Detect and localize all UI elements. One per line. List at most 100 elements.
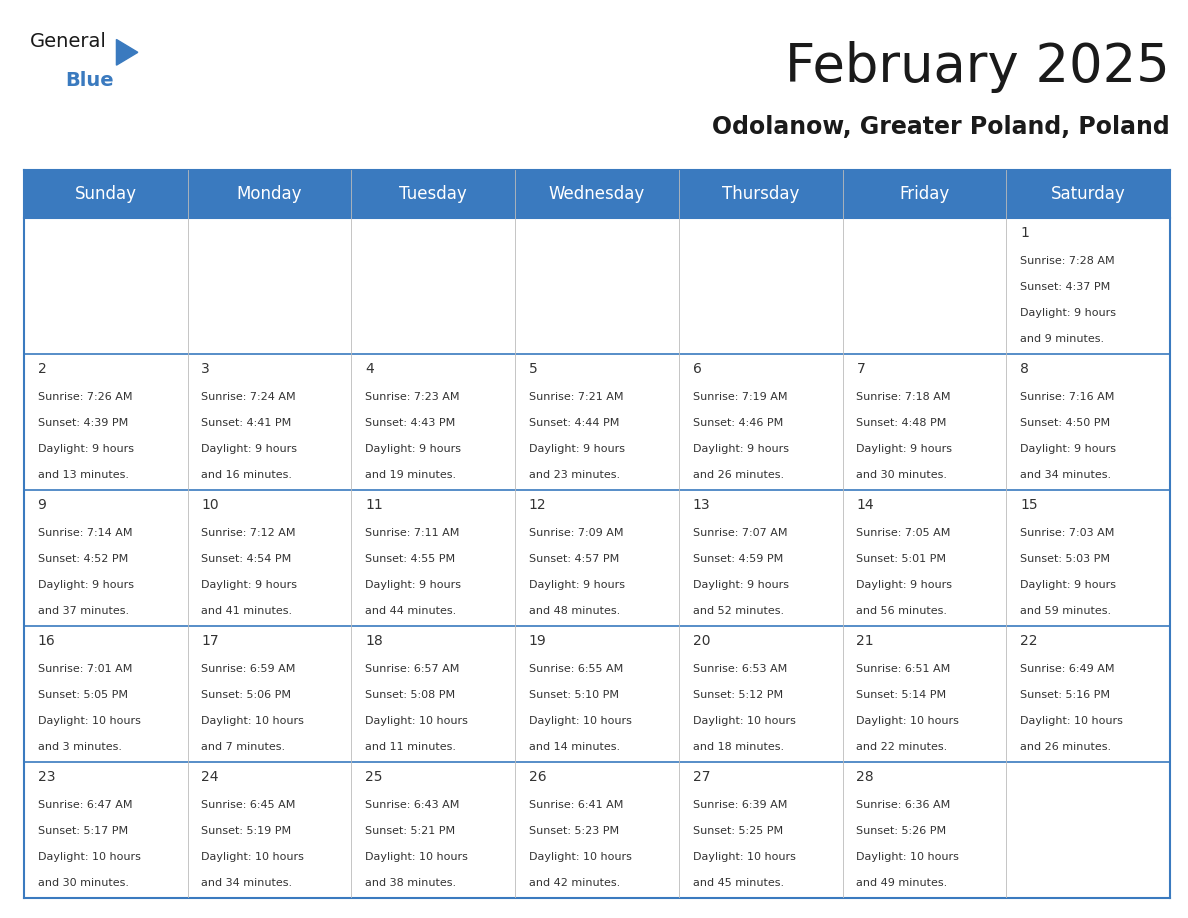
Bar xyxy=(842,489,1006,626)
Text: Sunrise: 7:07 AM: Sunrise: 7:07 AM xyxy=(693,529,788,538)
Text: and 52 minutes.: and 52 minutes. xyxy=(693,606,784,616)
Text: Daylight: 10 hours: Daylight: 10 hours xyxy=(529,716,632,726)
Text: and 14 minutes.: and 14 minutes. xyxy=(529,742,620,752)
Bar xyxy=(1006,218,1170,353)
Text: Sunrise: 7:24 AM: Sunrise: 7:24 AM xyxy=(201,392,296,402)
Bar xyxy=(24,218,188,353)
Text: Daylight: 10 hours: Daylight: 10 hours xyxy=(38,852,140,862)
Text: Sunset: 4:41 PM: Sunset: 4:41 PM xyxy=(201,418,291,428)
Text: 26: 26 xyxy=(529,770,546,785)
Text: Sunrise: 6:36 AM: Sunrise: 6:36 AM xyxy=(857,800,950,811)
Text: Daylight: 9 hours: Daylight: 9 hours xyxy=(1020,308,1117,318)
Text: Sunset: 5:08 PM: Sunset: 5:08 PM xyxy=(365,690,455,700)
Text: General: General xyxy=(30,32,107,51)
Text: Daylight: 9 hours: Daylight: 9 hours xyxy=(365,580,461,590)
Text: and 7 minutes.: and 7 minutes. xyxy=(201,742,285,752)
Text: Sunset: 4:57 PM: Sunset: 4:57 PM xyxy=(529,554,619,565)
Text: Sunset: 5:16 PM: Sunset: 5:16 PM xyxy=(1020,690,1110,700)
Bar xyxy=(188,762,352,898)
Text: Tuesday: Tuesday xyxy=(399,185,467,203)
Text: Daylight: 9 hours: Daylight: 9 hours xyxy=(201,444,297,454)
Text: Daylight: 9 hours: Daylight: 9 hours xyxy=(1020,444,1117,454)
Text: 21: 21 xyxy=(857,634,874,648)
Bar xyxy=(516,489,678,626)
Text: Sunset: 5:05 PM: Sunset: 5:05 PM xyxy=(38,690,127,700)
Text: Daylight: 10 hours: Daylight: 10 hours xyxy=(201,716,304,726)
Bar xyxy=(678,626,842,762)
Text: and 19 minutes.: and 19 minutes. xyxy=(365,470,456,480)
Text: Sunrise: 6:41 AM: Sunrise: 6:41 AM xyxy=(529,800,624,811)
Text: Sunrise: 7:01 AM: Sunrise: 7:01 AM xyxy=(38,665,132,675)
Bar xyxy=(516,218,678,353)
Text: and 26 minutes.: and 26 minutes. xyxy=(1020,742,1111,752)
Text: Sunset: 4:55 PM: Sunset: 4:55 PM xyxy=(365,554,455,565)
Text: Sunset: 5:14 PM: Sunset: 5:14 PM xyxy=(857,690,947,700)
Bar xyxy=(516,353,678,489)
Bar xyxy=(24,626,188,762)
Text: Sunrise: 7:16 AM: Sunrise: 7:16 AM xyxy=(1020,392,1114,402)
Text: 14: 14 xyxy=(857,498,874,512)
Text: Daylight: 10 hours: Daylight: 10 hours xyxy=(529,852,632,862)
Text: 6: 6 xyxy=(693,363,701,376)
Text: Sunset: 5:06 PM: Sunset: 5:06 PM xyxy=(201,690,291,700)
Text: Daylight: 9 hours: Daylight: 9 hours xyxy=(38,580,133,590)
Text: Sunrise: 6:55 AM: Sunrise: 6:55 AM xyxy=(529,665,623,675)
Bar xyxy=(516,626,678,762)
Text: February 2025: February 2025 xyxy=(785,41,1170,94)
Text: 5: 5 xyxy=(529,363,538,376)
Text: and 26 minutes.: and 26 minutes. xyxy=(693,470,784,480)
Bar xyxy=(24,170,1170,218)
Text: and 30 minutes.: and 30 minutes. xyxy=(38,878,128,888)
Bar xyxy=(842,353,1006,489)
Text: Friday: Friday xyxy=(899,185,949,203)
Text: and 34 minutes.: and 34 minutes. xyxy=(1020,470,1111,480)
Text: Sunday: Sunday xyxy=(75,185,137,203)
Text: Sunset: 4:43 PM: Sunset: 4:43 PM xyxy=(365,418,455,428)
Text: and 49 minutes.: and 49 minutes. xyxy=(857,878,948,888)
Text: Daylight: 10 hours: Daylight: 10 hours xyxy=(857,716,959,726)
Text: 20: 20 xyxy=(693,634,710,648)
Text: Daylight: 9 hours: Daylight: 9 hours xyxy=(365,444,461,454)
Text: Sunset: 5:03 PM: Sunset: 5:03 PM xyxy=(1020,554,1110,565)
Bar xyxy=(842,762,1006,898)
Text: and 18 minutes.: and 18 minutes. xyxy=(693,742,784,752)
Bar xyxy=(842,626,1006,762)
Text: 24: 24 xyxy=(201,770,219,785)
Text: 15: 15 xyxy=(1020,498,1038,512)
Text: Daylight: 10 hours: Daylight: 10 hours xyxy=(365,852,468,862)
Text: 4: 4 xyxy=(365,363,374,376)
Text: Sunset: 5:26 PM: Sunset: 5:26 PM xyxy=(857,826,947,836)
Text: Daylight: 9 hours: Daylight: 9 hours xyxy=(857,580,953,590)
Text: Monday: Monday xyxy=(236,185,302,203)
Text: 18: 18 xyxy=(365,634,383,648)
Text: and 34 minutes.: and 34 minutes. xyxy=(201,878,292,888)
Text: and 13 minutes.: and 13 minutes. xyxy=(38,470,128,480)
Text: Sunset: 5:23 PM: Sunset: 5:23 PM xyxy=(529,826,619,836)
Text: Daylight: 9 hours: Daylight: 9 hours xyxy=(201,580,297,590)
Text: and 3 minutes.: and 3 minutes. xyxy=(38,742,121,752)
Text: Sunset: 5:01 PM: Sunset: 5:01 PM xyxy=(857,554,947,565)
Text: Daylight: 9 hours: Daylight: 9 hours xyxy=(529,444,625,454)
Text: Sunset: 5:25 PM: Sunset: 5:25 PM xyxy=(693,826,783,836)
Text: Sunset: 5:17 PM: Sunset: 5:17 PM xyxy=(38,826,127,836)
Text: and 45 minutes.: and 45 minutes. xyxy=(693,878,784,888)
Text: and 41 minutes.: and 41 minutes. xyxy=(201,606,292,616)
Text: Sunset: 5:21 PM: Sunset: 5:21 PM xyxy=(365,826,455,836)
Text: Daylight: 10 hours: Daylight: 10 hours xyxy=(693,716,796,726)
Text: 25: 25 xyxy=(365,770,383,785)
Text: and 23 minutes.: and 23 minutes. xyxy=(529,470,620,480)
Text: 9: 9 xyxy=(38,498,46,512)
Text: Sunset: 4:50 PM: Sunset: 4:50 PM xyxy=(1020,418,1111,428)
Text: Sunrise: 6:49 AM: Sunrise: 6:49 AM xyxy=(1020,665,1114,675)
Text: Wednesday: Wednesday xyxy=(549,185,645,203)
Text: 19: 19 xyxy=(529,634,546,648)
Bar xyxy=(188,218,352,353)
Text: Sunset: 4:52 PM: Sunset: 4:52 PM xyxy=(38,554,128,565)
Text: Thursday: Thursday xyxy=(722,185,800,203)
Text: Daylight: 9 hours: Daylight: 9 hours xyxy=(693,580,789,590)
Text: Daylight: 10 hours: Daylight: 10 hours xyxy=(693,852,796,862)
Text: Sunrise: 6:43 AM: Sunrise: 6:43 AM xyxy=(365,800,460,811)
Text: Sunrise: 7:23 AM: Sunrise: 7:23 AM xyxy=(365,392,460,402)
Text: 10: 10 xyxy=(201,498,219,512)
Text: Daylight: 9 hours: Daylight: 9 hours xyxy=(1020,580,1117,590)
